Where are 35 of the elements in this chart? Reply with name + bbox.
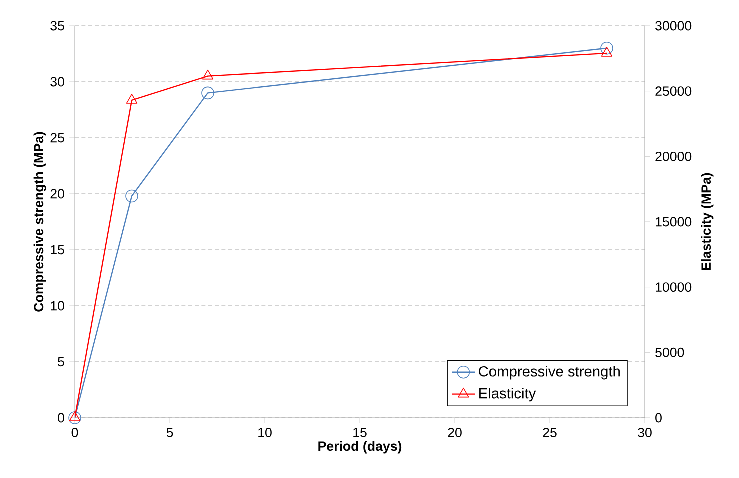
x-tick-label: 5 [166,428,174,438]
y2-tick-label: 5000 [656,348,684,358]
legend-label: Compressive strength [479,366,620,380]
x-tick-label: 15 [354,428,367,438]
x-tick-label: 25 [543,428,557,438]
y2-tick-label: 0 [656,413,662,423]
point [69,412,81,422]
y2-tick-label: 15000 [656,217,692,227]
y-tick-label: 25 [50,133,64,143]
point [600,42,614,55]
y-tick-label: 20 [50,189,64,199]
x-axis-title: Period (days) [318,441,402,454]
y2-axis-title: Elasticity (MPa) [701,173,714,270]
point [601,47,613,57]
x-tick-label: 10 [258,428,272,438]
y2-tick-label: 25000 [656,86,692,96]
point [202,86,214,100]
point [126,190,138,203]
x-tick-label: 30 [638,428,652,438]
y-tick-label: 5 [58,357,64,367]
point [202,70,214,80]
y2-tick-label: 20000 [656,152,692,162]
y2-tick-label: 10000 [656,282,692,292]
y-axis-title: Compressive strength (MPa) [34,132,46,312]
y-tick-label: 0 [58,413,64,423]
x-tick-label: 0 [72,428,78,438]
y-tick-label: 35 [50,21,64,31]
legend-label: Elasticity [480,388,536,402]
x-tick-label: 20 [448,428,462,438]
point [126,94,138,104]
y-tick-label: 10 [51,301,64,311]
point [68,412,82,424]
y-tick-label: 15 [51,245,64,255]
y2-tick-label: 30000 [656,21,692,31]
y-tick-label: 30 [50,77,64,87]
